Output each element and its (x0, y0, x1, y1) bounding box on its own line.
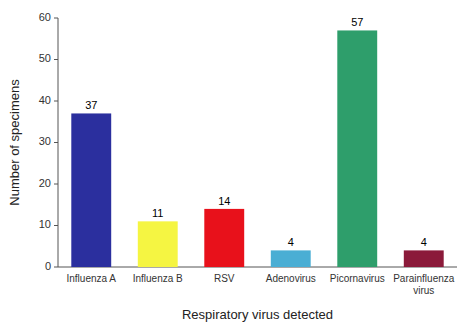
x-axis-line (58, 267, 457, 268)
y-tick (54, 101, 58, 102)
data-labels: 37 11 14 4 57 4 (85, 16, 427, 248)
x-tick-label: Parainfluenzavirus (393, 273, 455, 296)
x-tick-label: Adenovirus (266, 273, 316, 284)
bar (404, 250, 444, 267)
y-axis-label: Number of specimens (7, 79, 22, 206)
data-label: 37 (85, 99, 97, 111)
y-tick (54, 225, 58, 226)
data-label: 4 (421, 236, 427, 248)
bars (71, 30, 443, 267)
x-axis-label: Respiratory virus detected (182, 307, 333, 322)
bar (138, 221, 178, 267)
x-tick-label: RSV (214, 273, 235, 284)
bar (337, 30, 377, 267)
chart: 01020304050603711144574Influenza AInflue… (0, 0, 469, 329)
bar (71, 113, 111, 267)
bar (271, 250, 311, 267)
y-tick (54, 142, 58, 143)
data-label: 57 (351, 16, 363, 28)
y-tick (54, 59, 58, 60)
x-tick-label: Picornavirus (330, 273, 385, 284)
chart-container: 01020304050603711144574Influenza AInflue… (0, 0, 469, 329)
y-tick-label: 50 (39, 52, 51, 64)
data-label: 14 (218, 195, 230, 207)
x-tick-label: Influenza B (133, 273, 183, 284)
y-tick (54, 18, 58, 19)
y-axis: 0 10 20 30 40 50 60 (39, 11, 457, 272)
y-tick-label: 20 (39, 177, 51, 189)
y-tick (54, 267, 58, 268)
x-tick-label: Influenza A (67, 273, 117, 284)
y-tick-label: 10 (39, 218, 51, 230)
y-tick (54, 184, 58, 185)
y-tick-label: 0 (45, 260, 51, 272)
data-label: 11 (152, 207, 163, 219)
x-axis: Influenza A Influenza B RSV Adenovirus Picor… (67, 273, 455, 296)
y-tick-label: 40 (39, 94, 51, 106)
bar (204, 209, 244, 267)
y-tick-label: 30 (39, 135, 51, 147)
y-axis-line (58, 18, 59, 267)
y-tick-label: 60 (39, 11, 51, 23)
data-label: 4 (288, 236, 294, 248)
